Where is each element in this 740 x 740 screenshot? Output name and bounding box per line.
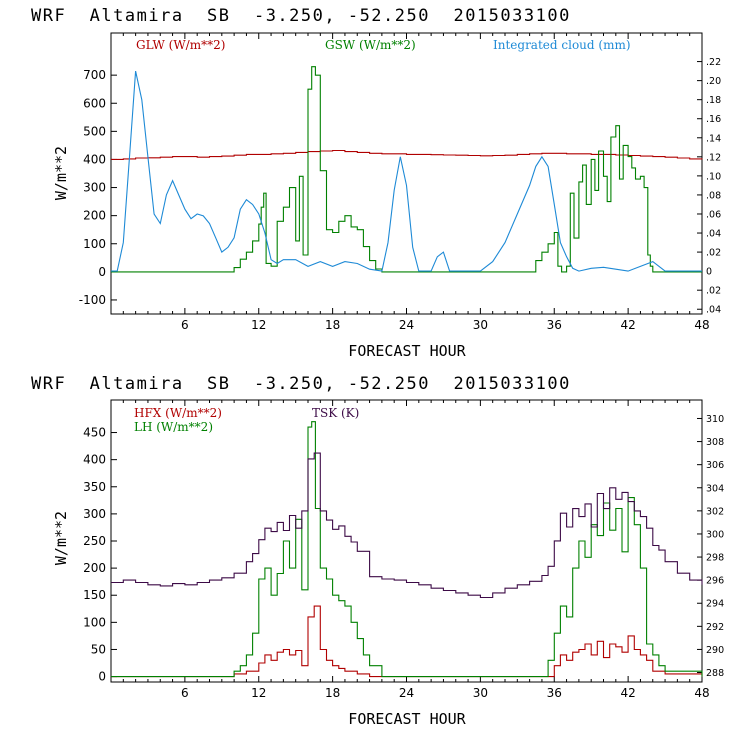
y-tick-label: 350 (83, 480, 106, 494)
y-tick-label: 400 (83, 152, 106, 166)
y2-tick-label: 302 (706, 506, 724, 517)
y-tick-label: 200 (83, 561, 106, 575)
x-tick-label: 6 (181, 686, 189, 700)
y2-tick-label: 298 (706, 553, 724, 564)
y-tick-label: 200 (83, 209, 106, 223)
chart-2-plot-area: 6 12 18 24 30 36 42 48 0 50 100 150 200 250 300 350 400 4… (83, 399, 724, 700)
y-tick-label: 600 (83, 96, 106, 110)
chart-2-legend-tsk: TSK (K) (312, 406, 359, 420)
y-tick-label: 150 (83, 588, 106, 602)
y-tick-label: 400 (83, 453, 106, 467)
y2-tick-label: .06 (706, 209, 721, 220)
x-tick-label: 48 (694, 686, 709, 700)
y2-tick-label: .02 (706, 248, 721, 259)
chart-2-series-0-line (111, 605, 703, 678)
y2-tick-label: .20 (706, 76, 721, 87)
y2-tick-label: .02 (706, 286, 721, 297)
x-tick-label: 12 (251, 318, 266, 332)
x-tick-label: 18 (325, 686, 340, 700)
y-tick-label: 0 (98, 265, 106, 279)
chart-2-title: WRF Altamira SB -3.250, -52.250 20150331… (31, 374, 571, 394)
y2-tick-label: .14 (706, 133, 721, 144)
y-tick-label: 300 (83, 507, 106, 521)
y-tick-label: 700 (83, 68, 106, 82)
y2-tick-label: 292 (706, 622, 724, 633)
y-tick-label: 0 (98, 670, 106, 684)
y-tick-label: 500 (83, 124, 106, 138)
chart-2-series-2-line (111, 452, 703, 599)
y2-tick-label: 306 (706, 460, 724, 471)
x-tick-label: 6 (181, 318, 189, 332)
chart-1: WRF Altamira SB -3.250, -52.250 20150331… (31, 6, 721, 360)
y2-tick-label: .16 (706, 114, 721, 125)
x-tick-label: 48 (694, 318, 709, 332)
y2-tick-label: 0 (706, 267, 712, 278)
y-tick-label: 250 (83, 534, 106, 548)
y2-tick-label: .04 (706, 229, 721, 240)
y2-tick-label: 304 (706, 483, 724, 494)
chart-1-ylabel: W/m**2 (52, 146, 70, 200)
x-tick-label: 42 (620, 318, 635, 332)
x-tick-label: 36 (547, 686, 562, 700)
chart-1-legend-gsw: GSW (W/m**2) (325, 38, 416, 52)
x-tick-label: 42 (620, 686, 635, 700)
chart-2-frame (110, 399, 703, 683)
x-tick-label: 18 (325, 318, 340, 332)
x-tick-label: 24 (399, 686, 414, 700)
x-tick-label: 12 (251, 686, 266, 700)
y2-tick-label: 310 (706, 414, 724, 425)
chart-2-ylabel: W/m**2 (52, 511, 70, 565)
chart-1-xlabel: FORECAST HOUR (348, 342, 466, 360)
y2-tick-label: 296 (706, 576, 724, 587)
x-tick-label: 36 (547, 318, 562, 332)
chart-1-legend-glw: GLW (W/m**2) (136, 38, 225, 52)
chart-2: WRF Altamira SB -3.250, -52.250 20150331… (31, 374, 724, 728)
chart-2-legend-hfx: HFX (W/m**2) (134, 406, 222, 420)
y2-tick-label: 308 (706, 437, 724, 448)
chart-2-legend-lh: LH (W/m**2) (134, 420, 213, 434)
y2-tick-label: .12 (706, 152, 721, 163)
chart-1-series-2-line (111, 70, 702, 272)
y-tick-label: 100 (83, 615, 106, 629)
chart-1-series-0-line (111, 149, 703, 160)
y-tick-label: 100 (83, 237, 106, 251)
y2-tick-label: .18 (706, 95, 721, 106)
y2-tick-label: .22 (706, 57, 721, 68)
y2-tick-label: 288 (706, 668, 724, 679)
chart-1-series-1-line (111, 66, 702, 273)
y2-tick-label: .08 (706, 190, 721, 201)
y2-tick-label: .10 (706, 171, 721, 182)
y2-tick-label: 290 (706, 645, 724, 656)
chart-1-title: WRF Altamira SB -3.250, -52.250 20150331… (31, 6, 571, 26)
chart-2-series-1-line (111, 421, 703, 678)
x-tick-label: 30 (473, 686, 488, 700)
chart-1-legend-cloud: Integrated cloud (mm) (493, 38, 631, 52)
y-tick-label: 450 (83, 426, 106, 440)
y2-tick-label: 300 (706, 529, 724, 540)
y2-tick-label: 294 (706, 599, 724, 610)
y-tick-label: -100 (79, 293, 106, 307)
y2-tick-label: .04 (706, 305, 721, 316)
x-tick-label: 30 (473, 318, 488, 332)
chart-1-plot-area: 6 12 18 24 30 36 42 48 -100 0 100 200 300 400 500 600 70… (79, 32, 721, 332)
y-tick-label: 50 (91, 642, 106, 656)
chart-2-xlabel: FORECAST HOUR (348, 710, 466, 728)
y-tick-label: 300 (83, 181, 106, 195)
x-tick-label: 24 (399, 318, 414, 332)
